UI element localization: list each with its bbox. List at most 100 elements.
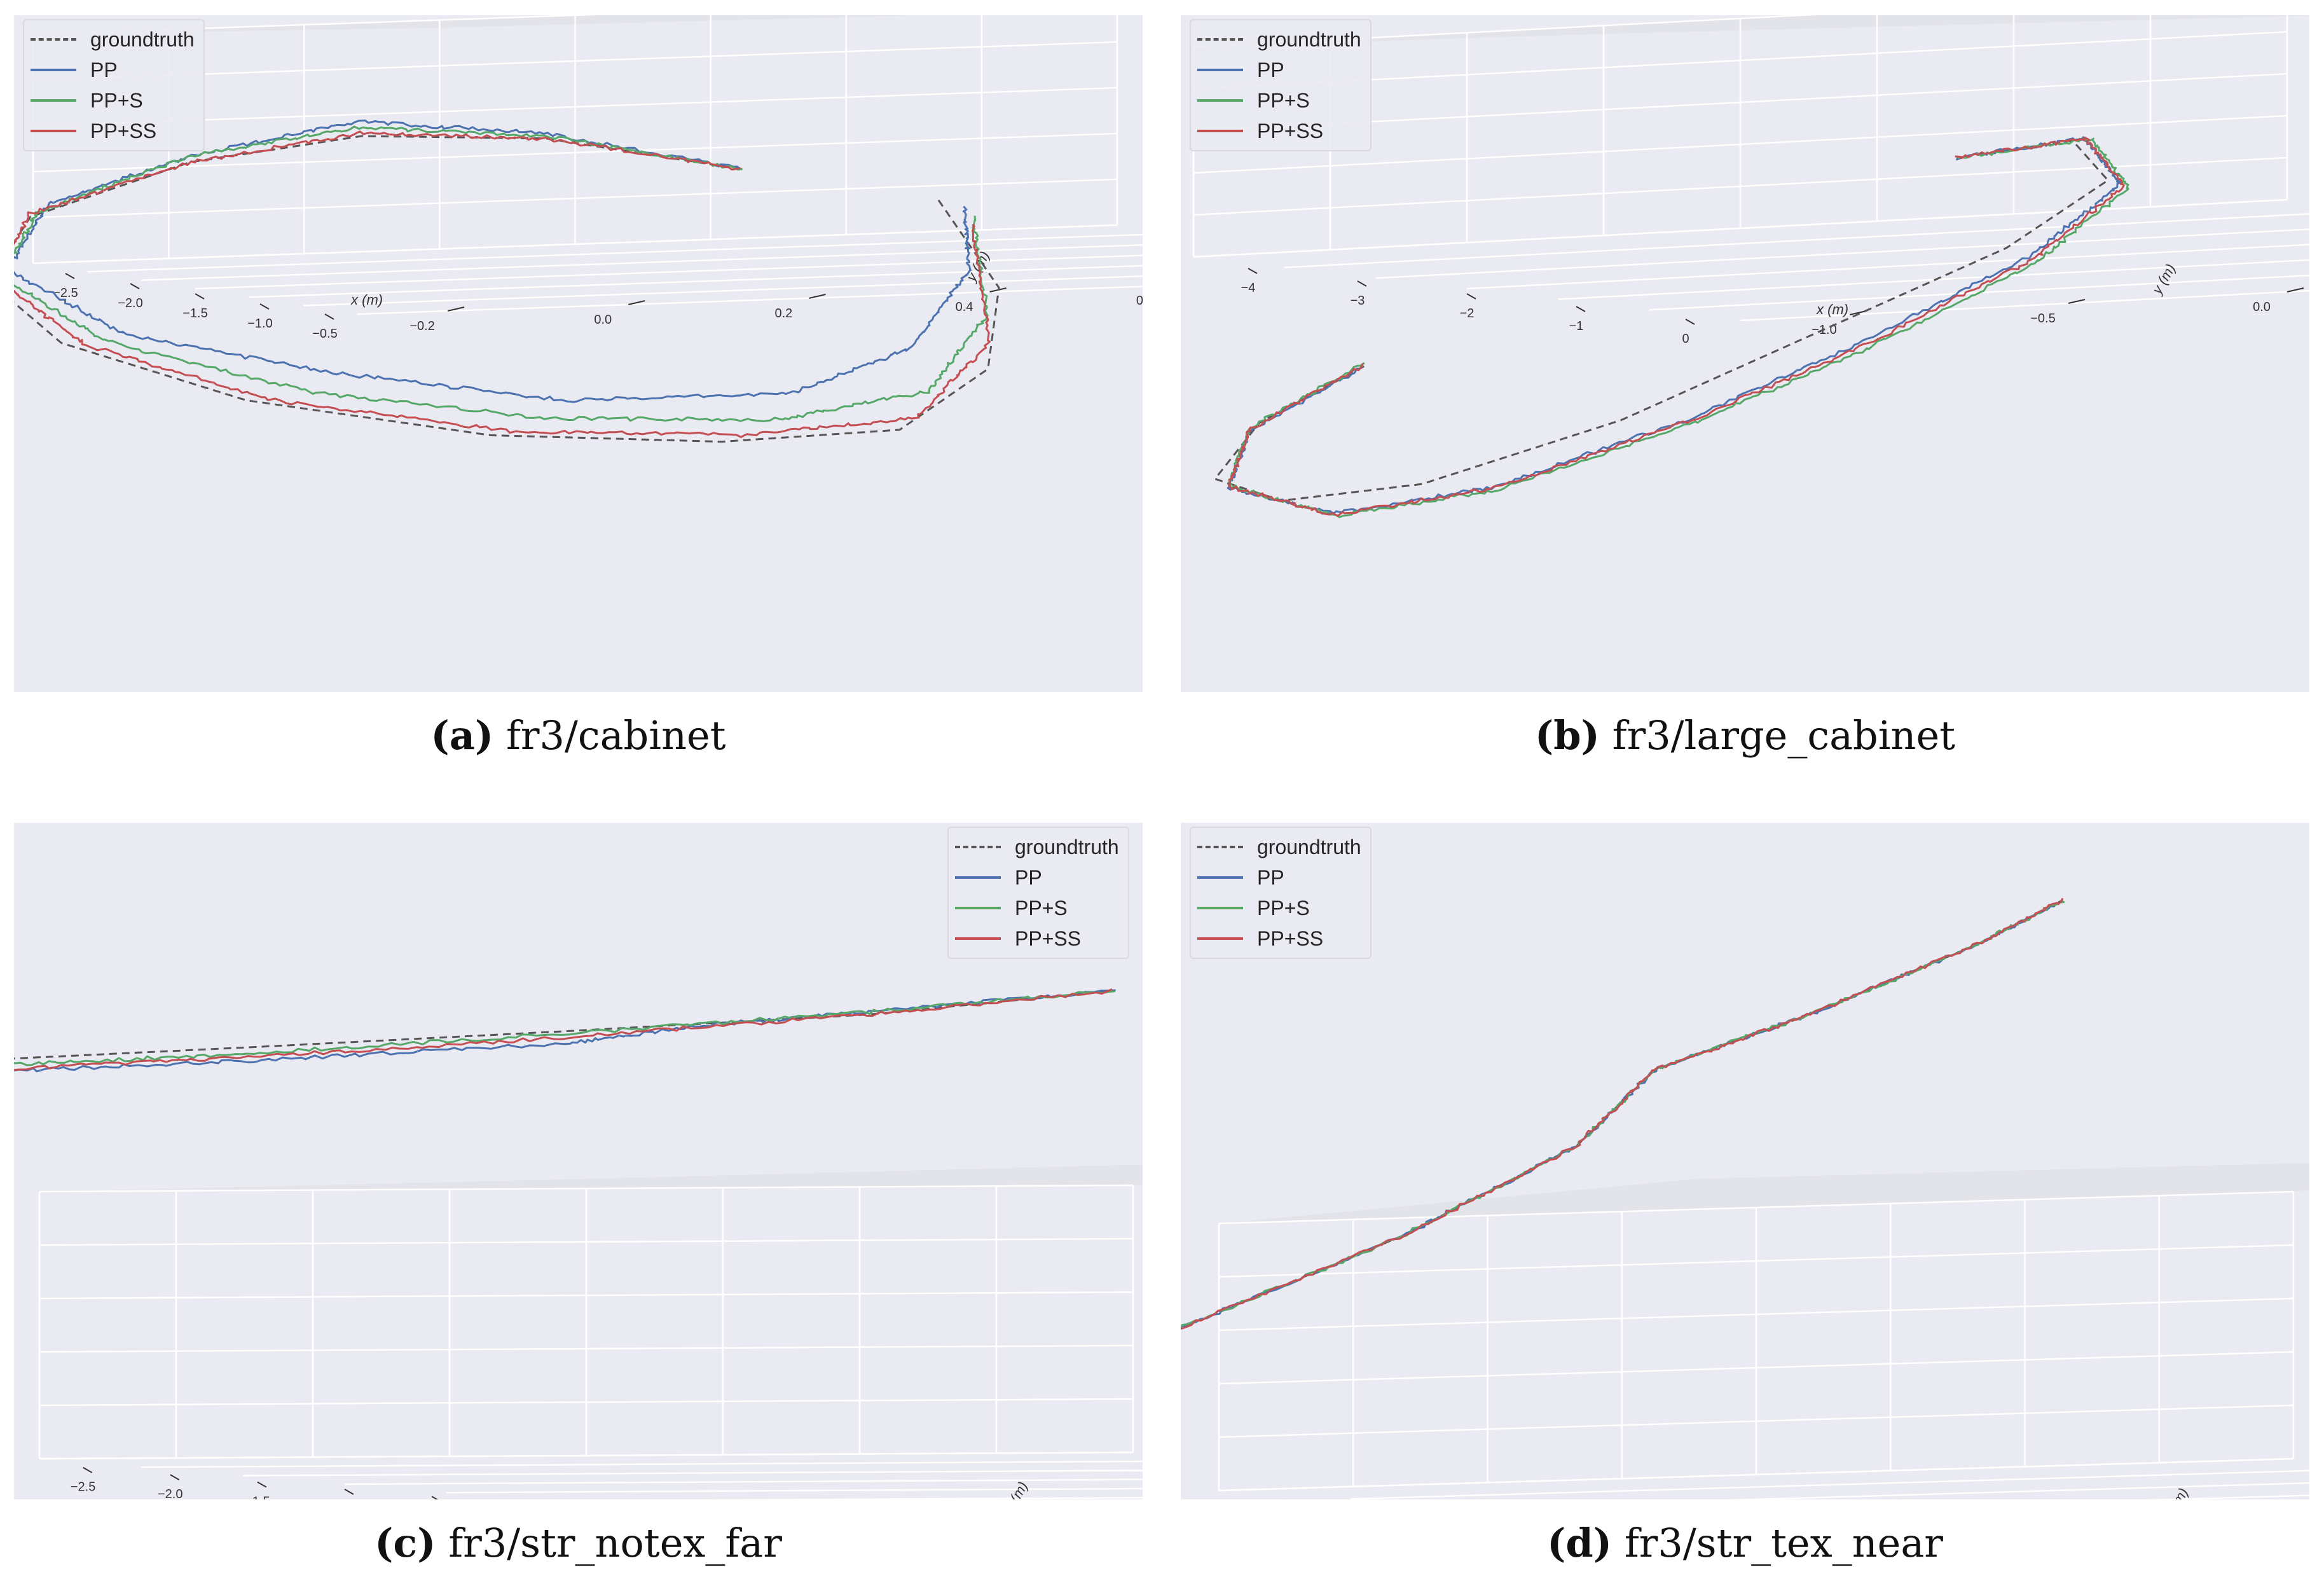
- y-tick-label: −0.5: [2030, 312, 2055, 326]
- x-tick: [65, 273, 75, 279]
- caption-label: (d): [1547, 1520, 1612, 1566]
- grid-line: [446, 1487, 1143, 1494]
- caption-a: (a) fr3/cabinet: [14, 712, 1143, 759]
- trajectory-groundtruth: [1214, 139, 2109, 502]
- grid-line: [1350, 1470, 2309, 1499]
- grid-line: [32, 86, 1118, 127]
- panel-c-svg: −2.5−2.0−1.5−1.0−0.50.00.5−0.75−0.50−0.2…: [14, 988, 1143, 1499]
- grid-line: [32, 15, 598, 36]
- y-tick: [2068, 299, 2086, 304]
- trajectory-pp: [14, 989, 1116, 1073]
- trajectory-ppplusss: [14, 130, 991, 438]
- y-tick: [447, 306, 465, 312]
- back-wall: [1193, 15, 2309, 47]
- legend-label: PP: [1257, 865, 1284, 889]
- grid-line: [86, 233, 1143, 273]
- y-tick-label: −0.2: [409, 319, 434, 333]
- x-tick: [83, 1466, 93, 1473]
- legend-label: groundtruth: [1257, 835, 1361, 858]
- grid-line: [1218, 1244, 2294, 1278]
- legend-label: PP+S: [1257, 88, 1310, 112]
- legend-label: groundtruth: [1257, 27, 1361, 51]
- legend-label: groundtruth: [90, 27, 195, 51]
- trajectory-ppplusss: [1227, 136, 2125, 517]
- grid-line: [141, 1460, 1143, 1468]
- grid-line: [1193, 114, 2288, 174]
- trajectory-pp: [1227, 136, 2124, 514]
- panel-b-plot: −4−3−2−10−1.0−0.50.00.51.0x (m)y (m) gro…: [1181, 15, 2309, 692]
- legend-row-pp: PP: [1197, 55, 1361, 85]
- legend-label: PP+S: [1015, 896, 1068, 919]
- grid-line: [1218, 1457, 2294, 1492]
- panel-a-plot: −2.5−2.0−1.5−1.0−0.5−0.20.00.20.40.60.8x…: [14, 15, 1143, 692]
- caption-b: (b) fr3/large_cabinet: [1181, 712, 2309, 759]
- legend-label: groundtruth: [1015, 835, 1119, 858]
- back-wall: [33, 15, 922, 34]
- grid-line: [1375, 228, 2309, 279]
- panel-a-legend: groundtruth PP PP+S PP+SS: [23, 19, 205, 151]
- x-tick: [324, 313, 334, 320]
- x-tick-label: −1: [1569, 319, 1584, 333]
- legend-label: PP: [1257, 58, 1284, 81]
- trajectory-pppluss: [14, 990, 1115, 1066]
- legend-label: PP+SS: [1015, 926, 1082, 950]
- legend-row-ppss: PP+SS: [1197, 923, 1361, 954]
- x-tick-label: −2.5: [53, 286, 78, 300]
- grid-line: [39, 1237, 1134, 1246]
- x-tick: [130, 283, 140, 289]
- x-tick-label: −2.0: [158, 1487, 182, 1499]
- legend-row-pp: PP: [955, 862, 1119, 893]
- grid-line: [1218, 1297, 2294, 1332]
- y-tick: [809, 294, 826, 299]
- y-tick-label: 0.0: [2253, 300, 2271, 314]
- grid-line: [39, 1291, 1134, 1300]
- x-tick: [1466, 293, 1476, 300]
- x-tick: [344, 1489, 354, 1495]
- caption-label: (c): [375, 1520, 436, 1566]
- y-axis-label: y (m): [2149, 261, 2179, 298]
- grid-line: [32, 41, 1118, 81]
- trajectory-pp: [14, 120, 972, 403]
- x-tick-label: −0.5: [312, 327, 337, 341]
- trajectory-groundtruth: [14, 989, 1115, 1060]
- grid-line: [39, 1398, 1134, 1407]
- back-wall: [39, 1164, 1143, 1192]
- x-tick-label: −2.0: [118, 296, 142, 310]
- legend-row-pp: PP: [1197, 862, 1361, 893]
- x-axis-label: x (m): [1816, 301, 1848, 317]
- x-tick: [195, 293, 205, 300]
- legend-label: PP+SS: [90, 119, 157, 142]
- trajectory-pppluss: [1228, 137, 2129, 518]
- x-tick: [1357, 280, 1367, 287]
- y-tick-label: 0.2: [775, 306, 793, 320]
- panel-c-plot: −2.5−2.0−1.5−1.0−0.50.00.5−0.75−0.50−0.2…: [14, 823, 1143, 1499]
- grid-line: [195, 254, 1143, 290]
- grid-line: [1727, 1482, 2309, 1499]
- x-tick: [1248, 268, 1258, 274]
- grid-line: [344, 1478, 1143, 1485]
- x-tick: [257, 1481, 267, 1488]
- grid-line: [1193, 15, 1817, 48]
- grid-line: [32, 178, 1118, 219]
- legend-row-pps: PP+S: [955, 893, 1119, 923]
- legend-label: PP+SS: [1257, 119, 1324, 142]
- x-tick-label: −1.5: [245, 1495, 270, 1499]
- x-tick-label: −3: [1351, 294, 1365, 308]
- x-tick: [170, 1474, 180, 1481]
- legend-row-ppss: PP+SS: [31, 116, 195, 146]
- panel-d-svg: −3.0−2.5−2.0−1.5−1.0−0.5−0.6−0.4−0.20.00…: [1181, 898, 2309, 1499]
- grid-line: [1284, 213, 2309, 268]
- legend-row-ppss: PP+SS: [1197, 116, 1361, 146]
- grid-line: [32, 224, 1118, 265]
- grid-line: [303, 275, 1143, 306]
- legend-label: PP+S: [90, 88, 143, 112]
- grid-line: [249, 265, 1143, 298]
- grid-line: [1218, 1351, 2294, 1385]
- legend-row-groundtruth: groundtruth: [955, 832, 1119, 862]
- x-tick-label: −2: [1460, 306, 1475, 320]
- x-tick-label: −1.5: [182, 306, 207, 320]
- caption-name: fr3/str_tex_near: [1624, 1520, 1943, 1566]
- legend-row-groundtruth: groundtruth: [31, 24, 195, 55]
- trajectory-ppplusss: [14, 988, 1113, 1071]
- y-tick-label: 0.4: [956, 300, 973, 314]
